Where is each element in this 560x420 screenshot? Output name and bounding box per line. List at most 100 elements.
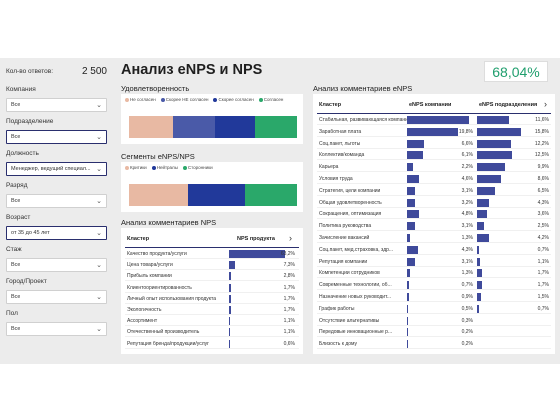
row-divider [317,265,551,267]
filter-select[interactable]: Менеджер, ведущий специал... ⌄ [6,162,107,176]
table-row[interactable]: Личный опыт использования продукта 1,7% [125,294,299,304]
enps-next-arrow-icon[interactable]: › [544,99,547,109]
table-row[interactable]: Стабильная, развивающаяся компания 11,6% [317,115,551,125]
table-row[interactable]: Компетенции сотрудников 1,3% 1,7% [317,268,551,279]
table-row[interactable]: Отсутствие альтернативы 0,3% [317,316,551,326]
bar-segment [187,184,245,206]
table-row[interactable]: Качество продукта/услуги 63,2% [125,249,299,259]
row-name: График работы [319,305,355,312]
row-name: Ассортимент [127,318,158,325]
table-row[interactable]: Соц.пакет, льготы 6,6% 12,2% [317,139,551,149]
row-name: Цена товара/услуги [127,262,173,269]
table-row[interactable]: Условия труда 4,6% 8,6% [317,174,551,184]
table-row[interactable]: Прибыль компании 2,8% [125,271,299,282]
legend-item: Скорее согласен [213,97,254,102]
filter-select[interactable]: Все ⌄ [6,258,107,272]
row-bar-company [407,269,411,278]
table-row[interactable]: Коллектив/команда 6,1% 12,5% [317,150,551,161]
table-row[interactable]: Цена товара/услуги 7,3% [125,260,299,271]
row-bar-company [407,151,423,160]
filter-label: Город/Проект [6,278,47,285]
filter-select[interactable]: Все ⌄ [6,98,107,112]
filter-select[interactable]: Все ⌄ [6,194,107,208]
filter-select[interactable]: Все ⌄ [6,322,107,336]
enps-comments-panel: Кластер eNPS компании eNPS подразделения… [313,94,555,354]
row-name: Общая удовлетворенность [319,199,382,206]
row-bar-company [407,328,408,337]
row-value-company: 6,6% [461,140,473,147]
row-value-company: 0,9% [461,294,473,300]
filter-label: Разряд [6,182,28,189]
table-row[interactable]: Назначение новых руководит... 0,9% 1,5% [317,292,551,302]
table-row[interactable]: Ассортимент 1,1% [125,316,299,327]
row-bar-division [477,139,511,148]
table-row[interactable]: Отечественный производитель 1,1% [125,327,299,338]
row-divider [317,147,551,149]
row-bar-division [477,210,488,219]
segments-bar [129,184,297,206]
filter-label: Подразделение [6,118,54,125]
chevron-down-icon: ⌄ [96,133,102,141]
filter-group: Должность Менеджер, ведущий специал... ⌄ [6,150,107,176]
legend-dot [151,165,156,170]
table-row[interactable]: Близость к дому 0,2% [317,339,551,350]
row-value-division: 1,7% [537,270,549,277]
legend-label: Не согласен [130,97,156,102]
table-row[interactable]: Общая удовлетворенность 3,2% 4,3% [317,198,551,208]
row-value: 7,3% [283,262,295,269]
row-divider [125,314,299,315]
table-row[interactable]: Экологичность 1,7% [125,305,299,315]
enps-col-company[interactable]: eNPS компании [409,102,452,108]
row-bar [229,306,231,314]
filter-group: Стаж Все ⌄ [6,246,107,272]
chevron-down-icon: ⌄ [96,325,102,333]
filter-value: Все [11,198,21,204]
table-row[interactable]: Карьера 2,2% 9,9% [317,162,551,173]
table-row[interactable]: График работы 0,5% 0,7% [317,304,551,314]
table-row[interactable]: Передовые инновационные р... 0,2% [317,327,551,338]
row-bar-company [407,281,409,290]
filter-group: Подразделение Все ⌄ [6,118,107,144]
segments-legend: Критики Нейтралы Сторонники [121,162,303,173]
table-row[interactable]: Репутация компании 3,1% 1,1% [317,257,551,267]
chevron-down-icon: ⌄ [96,261,102,269]
table-row[interactable]: Заработная плата 19,8% 15,8% [317,127,551,137]
row-bar-division [477,281,482,290]
row-divider [317,230,551,232]
row-divider [317,218,551,220]
nps-col-value[interactable]: NPS продукта [237,236,275,242]
row-value-division: 12,5% [534,152,549,159]
legend-label: Скорее согласен [218,97,254,102]
table-row[interactable]: Сокращения, оптимизация 4,8% 3,6% [317,209,551,220]
table-row[interactable]: Репутация бренда/продукции/услуг 0,6% [125,339,299,349]
table-row[interactable]: Политика руководства 3,1% 2,5% [317,221,551,232]
enps-col-division[interactable]: eNPS подразделения [479,102,538,108]
table-row[interactable]: Зачисление вакансий 1,3% 4,2% [317,233,551,243]
satisfaction-panel: Не согласен Скорее НЕ согласен Скорее согл… [121,94,303,144]
chevron-down-icon: ⌄ [96,229,102,237]
filter-group: Город/Проект Все ⌄ [6,278,107,304]
nps-next-arrow-icon[interactable]: › [289,233,292,243]
table-row[interactable]: Клиентоориентированность 1,7% [125,283,299,293]
main-content: Анализ eNPS и NPS 68,04% Удовлетвореннос… [113,58,560,364]
filter-select[interactable]: от 35 до 45 лет ⌄ [6,226,107,240]
row-bar [229,283,231,292]
legend-dot [125,97,129,102]
row-name: Политика руководства [319,223,372,230]
row-name: Близость к дому [319,341,358,348]
row-bar-division [477,234,489,242]
legend-label: Критики [130,165,147,170]
row-value-company: 0,5% [461,305,473,312]
table-row[interactable]: Соц.пакет, мед.страховка, здр... 4,3% 0,7% [317,245,551,255]
chevron-down-icon: ⌄ [96,197,102,205]
filter-select[interactable]: Все ⌄ [6,290,107,304]
table-row[interactable]: Стратегия, цели компании 3,1% 6,5% [317,186,551,196]
row-bar-company [407,257,415,266]
row-value-company: 0,3% [461,317,473,324]
filter-group: Возраст от 35 до 45 лет ⌄ [6,214,107,240]
filter-select[interactable]: Все ⌄ [6,130,107,144]
bar-segment [129,116,173,138]
table-row[interactable]: Современные технологии, об... 0,7% 1,7% [317,280,551,291]
row-bar-division [477,257,481,266]
legend-item: Не согласен [125,97,156,102]
